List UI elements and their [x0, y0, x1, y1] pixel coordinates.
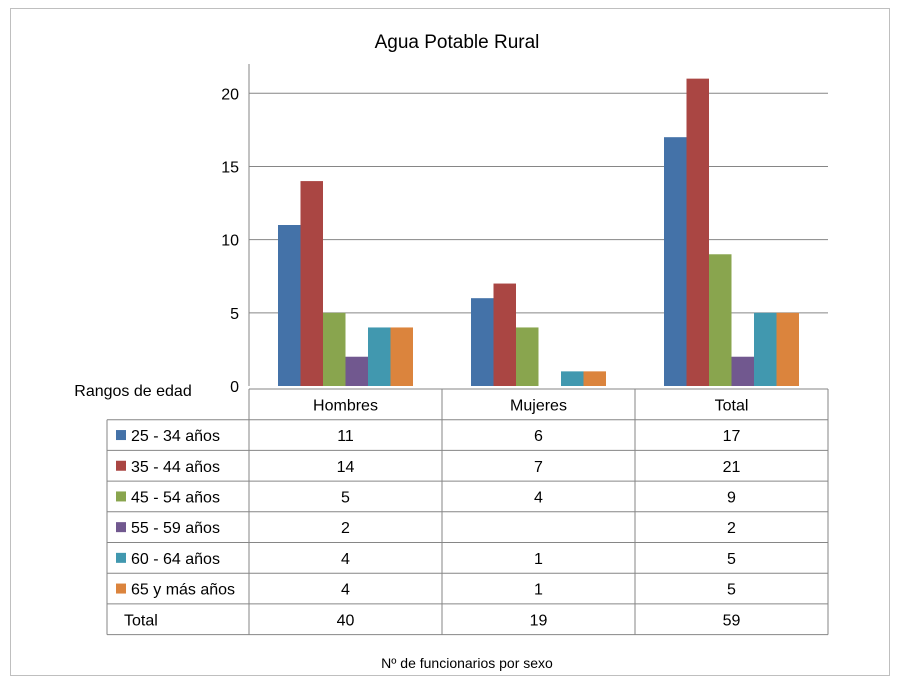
total-row-label: Total — [124, 612, 158, 629]
data-label: 5 — [341, 489, 350, 506]
data-label: 21 — [723, 459, 741, 476]
y-tick-label: 10 — [221, 233, 239, 250]
chart-title: Agua Potable Rural — [375, 32, 540, 53]
bar — [731, 356, 754, 386]
bar — [686, 78, 709, 387]
legend-swatch — [116, 552, 126, 563]
data-label: 1 — [534, 582, 543, 599]
data-label: 4 — [341, 551, 350, 568]
data-label: 2 — [341, 520, 350, 537]
data-label: 5 — [727, 582, 736, 599]
chart-frame — [10, 8, 890, 676]
data-label: 5 — [727, 551, 736, 568]
bar — [776, 312, 799, 386]
x-tick-label: Hombres — [313, 397, 378, 414]
bar — [754, 312, 777, 386]
total-value: 19 — [530, 612, 548, 629]
x-axis-title: Nº de funcionarios por sexo — [381, 655, 553, 671]
bar — [516, 327, 539, 386]
legend-label: 65 y más años — [131, 582, 235, 599]
data-label: 4 — [534, 489, 543, 506]
data-label: 14 — [337, 459, 355, 476]
legend-label: 25 - 34 años — [131, 428, 220, 445]
data-label: 4 — [341, 582, 350, 599]
y-tick-label: 20 — [221, 86, 239, 103]
bar — [390, 327, 413, 386]
bar — [345, 356, 368, 386]
legend-label: 55 - 59 años — [131, 520, 220, 537]
bar — [368, 327, 391, 386]
bar — [664, 137, 687, 386]
data-label: 11 — [337, 428, 354, 445]
y-tick-label: 0 — [230, 379, 239, 396]
table-header-label: Rangos de edad — [74, 383, 191, 400]
legend-swatch — [116, 583, 126, 594]
data-label: 6 — [534, 428, 543, 445]
y-tick-label: 15 — [221, 159, 239, 176]
legend-swatch — [116, 522, 126, 533]
bar — [278, 225, 301, 386]
bar — [583, 371, 606, 386]
x-tick-label: Mujeres — [510, 397, 567, 414]
bars — [278, 78, 799, 387]
total-value: 40 — [337, 612, 355, 629]
data-label: 9 — [727, 489, 736, 506]
legend-swatch — [116, 491, 126, 502]
legend-label: 35 - 44 años — [131, 459, 220, 476]
y-tick-label: 5 — [230, 306, 239, 323]
bar — [709, 254, 732, 386]
bar — [323, 312, 346, 386]
bar — [471, 298, 494, 386]
bar — [493, 283, 516, 386]
data-label: 7 — [534, 459, 543, 476]
data-label: 2 — [727, 520, 736, 537]
legend-swatch — [116, 430, 126, 441]
axes: 0 5 10 15 20 — [221, 64, 250, 396]
legend-swatch — [116, 460, 126, 471]
legend-label: 45 - 54 años — [131, 489, 220, 506]
bar — [300, 181, 323, 386]
bar — [561, 371, 584, 386]
gridlines — [249, 92, 828, 314]
legend-label: 60 - 64 años — [131, 551, 220, 568]
data-label: 1 — [534, 551, 543, 568]
x-tick-label: Total — [715, 397, 749, 414]
data-label: 17 — [723, 428, 741, 445]
total-value: 59 — [723, 612, 741, 629]
